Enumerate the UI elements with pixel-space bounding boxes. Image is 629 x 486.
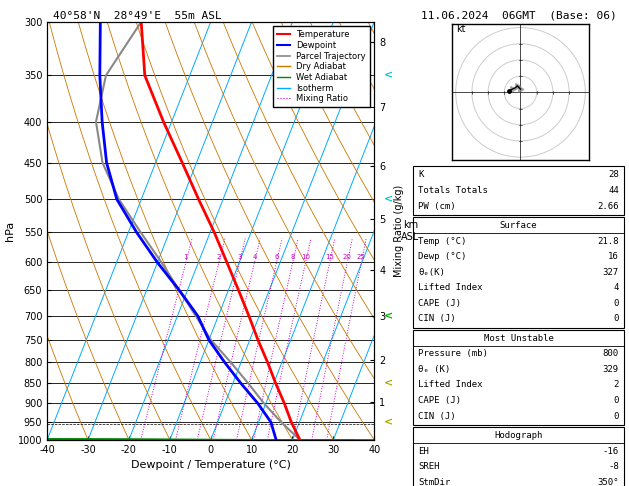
Text: CIN (J): CIN (J) xyxy=(418,412,456,420)
Legend: Temperature, Dewpoint, Parcel Trajectory, Dry Adiabat, Wet Adiabat, Isotherm, Mi: Temperature, Dewpoint, Parcel Trajectory… xyxy=(273,26,370,107)
Text: 350°: 350° xyxy=(598,478,619,486)
Text: Totals Totals: Totals Totals xyxy=(418,186,488,195)
Text: 21.8: 21.8 xyxy=(598,237,619,245)
X-axis label: Dewpoint / Temperature (°C): Dewpoint / Temperature (°C) xyxy=(131,460,291,470)
Text: -8: -8 xyxy=(608,462,619,471)
Text: Most Unstable: Most Unstable xyxy=(484,334,554,343)
Text: Lifted Index: Lifted Index xyxy=(418,283,483,292)
Text: Hodograph: Hodograph xyxy=(494,431,543,440)
Text: 0: 0 xyxy=(613,412,619,420)
Text: 16: 16 xyxy=(608,252,619,261)
Text: PW (cm): PW (cm) xyxy=(418,202,456,210)
Text: 2.66: 2.66 xyxy=(598,202,619,210)
Text: kt: kt xyxy=(455,24,465,35)
Text: Dewp (°C): Dewp (°C) xyxy=(418,252,467,261)
Text: 6: 6 xyxy=(274,254,279,260)
Text: 40°58'N  28°49'E  55m ASL: 40°58'N 28°49'E 55m ASL xyxy=(53,11,222,21)
Text: CAPE (J): CAPE (J) xyxy=(418,299,461,308)
Text: Lifted Index: Lifted Index xyxy=(418,381,483,389)
Text: 4: 4 xyxy=(252,254,257,260)
Text: <: < xyxy=(384,70,393,80)
Text: 4: 4 xyxy=(613,283,619,292)
Text: 800: 800 xyxy=(603,349,619,358)
Text: Pressure (mb): Pressure (mb) xyxy=(418,349,488,358)
Y-axis label: km
ASL: km ASL xyxy=(401,220,420,242)
Text: K: K xyxy=(418,171,424,179)
Text: -16: -16 xyxy=(603,447,619,455)
Text: CAPE (J): CAPE (J) xyxy=(418,396,461,405)
Text: <: < xyxy=(384,379,393,388)
Text: θₑ (K): θₑ (K) xyxy=(418,365,450,374)
Y-axis label: hPa: hPa xyxy=(5,221,15,241)
Text: θₑ(K): θₑ(K) xyxy=(418,268,445,277)
Text: 44: 44 xyxy=(608,186,619,195)
Text: StmDir: StmDir xyxy=(418,478,450,486)
Text: 0: 0 xyxy=(613,299,619,308)
Text: 2: 2 xyxy=(613,381,619,389)
Text: 8: 8 xyxy=(291,254,295,260)
Text: 20: 20 xyxy=(343,254,352,260)
Text: 1: 1 xyxy=(184,254,188,260)
Text: SREH: SREH xyxy=(418,462,440,471)
Text: 327: 327 xyxy=(603,268,619,277)
Text: Mixing Ratio (g/kg): Mixing Ratio (g/kg) xyxy=(394,185,404,277)
Text: 2: 2 xyxy=(217,254,221,260)
Text: 3: 3 xyxy=(237,254,242,260)
Text: EH: EH xyxy=(418,447,429,455)
Text: 28: 28 xyxy=(608,171,619,179)
Text: Temp (°C): Temp (°C) xyxy=(418,237,467,245)
Text: Surface: Surface xyxy=(500,221,537,230)
Text: 11.06.2024  06GMT  (Base: 06): 11.06.2024 06GMT (Base: 06) xyxy=(421,11,617,21)
Text: 0: 0 xyxy=(613,396,619,405)
Text: <: < xyxy=(384,194,393,204)
Text: <: < xyxy=(384,311,393,321)
Text: 25: 25 xyxy=(357,254,365,260)
Text: 10: 10 xyxy=(301,254,310,260)
Text: <: < xyxy=(384,417,393,427)
Text: 329: 329 xyxy=(603,365,619,374)
Text: 15: 15 xyxy=(325,254,334,260)
Text: 0: 0 xyxy=(613,314,619,323)
Text: CIN (J): CIN (J) xyxy=(418,314,456,323)
